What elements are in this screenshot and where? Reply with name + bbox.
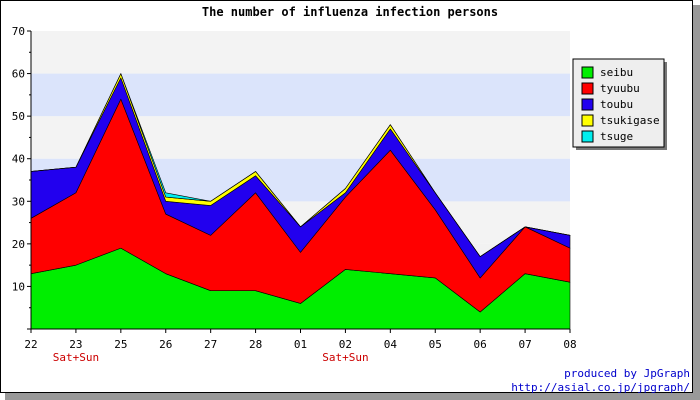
legend: seibu tyuubu toubu tsukigase tsuge bbox=[572, 58, 667, 150]
legend-swatch-toubu bbox=[581, 98, 594, 111]
y-tick-label: 30 bbox=[12, 195, 25, 208]
x-tick-label: 22 bbox=[24, 338, 37, 351]
x-tick-label: 08 bbox=[563, 338, 576, 351]
legend-swatch-seibu bbox=[581, 66, 594, 79]
legend-label-tyuubu: tyuubu bbox=[600, 82, 640, 95]
x-tick-label: 02 bbox=[339, 338, 352, 351]
chart-title: The number of influenza infection person… bbox=[202, 5, 498, 19]
credit-url[interactable]: http://asial.co.jp/jpgraph/ bbox=[511, 381, 690, 394]
x-tick-label: 27 bbox=[204, 338, 217, 351]
y-tick-label: 60 bbox=[12, 68, 25, 81]
y-tick-label: 70 bbox=[12, 25, 25, 38]
frame-shadow bbox=[693, 5, 700, 400]
x-tick-label: 23 bbox=[69, 338, 82, 351]
legend-label-seibu: seibu bbox=[600, 66, 633, 79]
legend-label-tsukigase: tsukigase bbox=[600, 114, 660, 127]
x-tick-label: 26 bbox=[159, 338, 172, 351]
legend-label-tsuge: tsuge bbox=[600, 130, 633, 143]
grid-band bbox=[31, 31, 570, 74]
credit-produced-by: produced by JpGraph bbox=[564, 367, 690, 380]
x-tick-label: 01 bbox=[294, 338, 307, 351]
y-tick-label: 40 bbox=[12, 153, 25, 166]
x-tick-label: 28 bbox=[249, 338, 262, 351]
x-tick-label: 07 bbox=[518, 338, 531, 351]
y-tick-label: 20 bbox=[12, 238, 25, 251]
y-tick-label: 50 bbox=[12, 110, 25, 123]
series-area-tsuge bbox=[30, 73, 571, 257]
x-tick-label: 25 bbox=[114, 338, 127, 351]
x-tick-label: 04 bbox=[384, 338, 398, 351]
x-sub-label: Sat+Sun bbox=[53, 351, 99, 364]
x-sub-label: Sat+Sun bbox=[322, 351, 368, 364]
legend-swatch-tsuge bbox=[581, 130, 594, 143]
legend-swatch-tsukigase bbox=[581, 114, 594, 127]
legend-swatch-tyuubu bbox=[581, 82, 594, 95]
x-tick-label: 06 bbox=[474, 338, 487, 351]
plot-areas bbox=[30, 73, 571, 330]
x-tick-label: 05 bbox=[429, 338, 442, 351]
y-tick-label: 10 bbox=[12, 280, 25, 293]
legend-label-toubu: toubu bbox=[600, 98, 633, 111]
frame-shadow bbox=[5, 393, 700, 400]
